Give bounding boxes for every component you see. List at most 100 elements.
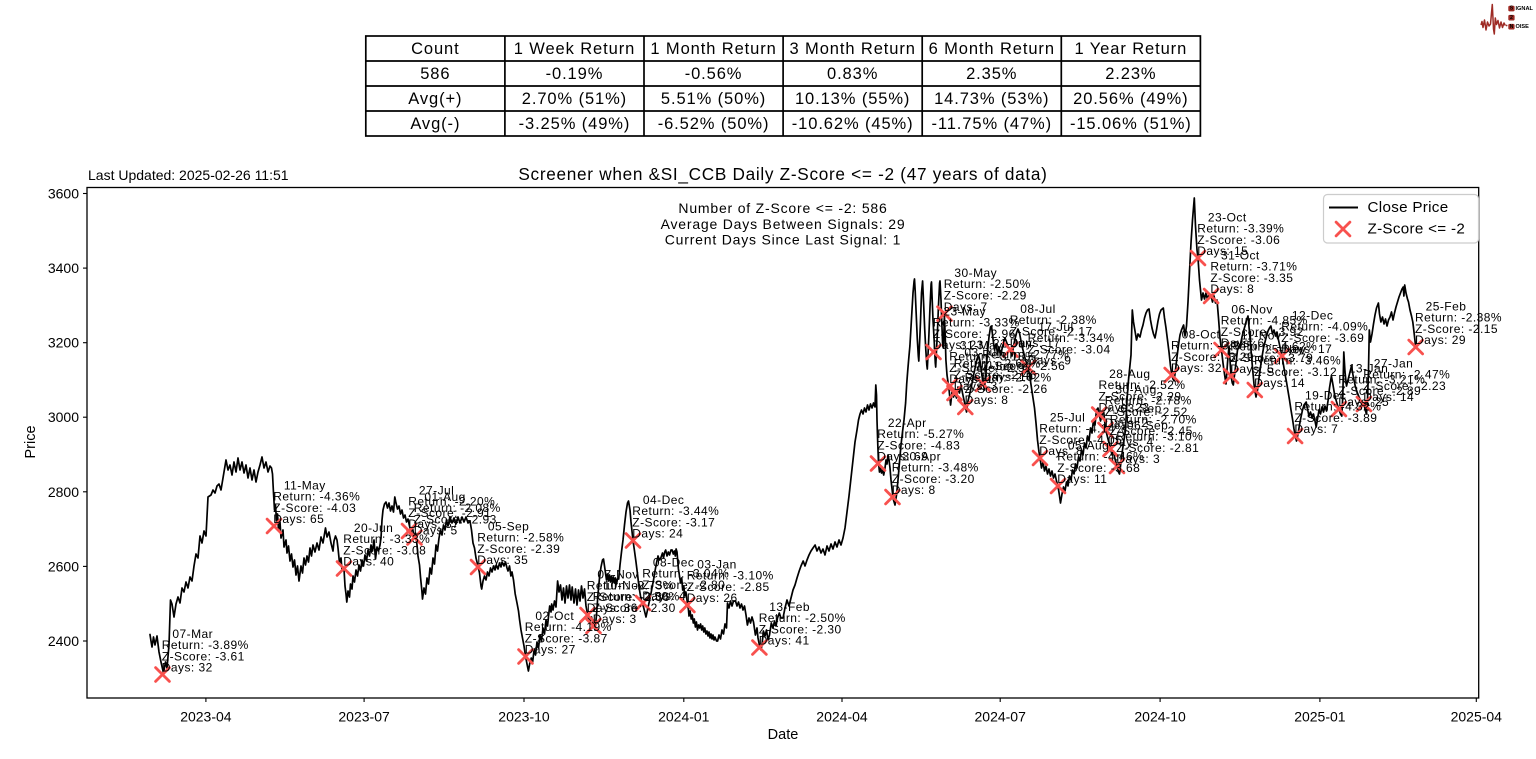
svg-text:Close Price: Close Price (1368, 199, 1449, 216)
svg-text:Return: -2.50%: Return: -2.50% (944, 277, 1031, 291)
svg-text:Return: -2.73%: Return: -2.73% (587, 579, 674, 593)
svg-text:Z-Score: -2.30: Z-Score: -2.30 (593, 601, 676, 615)
svg-text:Z-Score: -2.30: Z-Score: -2.30 (759, 622, 842, 636)
svg-text:Return: -4.19%: Return: -4.19% (525, 620, 612, 634)
svg-text:Return: -3.10%: Return: -3.10% (687, 569, 774, 583)
svg-text:Number of Z-Score <= -2: 586: Number of Z-Score <= -2: 586 (678, 200, 887, 216)
svg-text:11-Jun: 11-Jun (975, 359, 1014, 373)
svg-text:Days: 5: Days: 5 (414, 524, 458, 538)
svg-text:Days: 4: Days: 4 (642, 589, 686, 603)
svg-text:-6.52% (50%): -6.52% (50%) (658, 115, 770, 133)
svg-text:Days: 32: Days: 32 (1171, 361, 1222, 375)
svg-text:Days: 29: Days: 29 (1415, 333, 1466, 347)
svg-text:3200: 3200 (48, 335, 79, 351)
svg-text:Last Updated: 2025-02-26 11:51: Last Updated: 2025-02-26 11:51 (88, 167, 289, 183)
svg-text:Return: -2.20%: Return: -2.20% (408, 495, 495, 509)
svg-text:Days: 35: Days: 35 (477, 553, 528, 567)
svg-text:Return: -3.18%: Return: -3.18% (949, 350, 1036, 364)
svg-text:Days: 32: Days: 32 (162, 661, 213, 675)
svg-text:2400: 2400 (48, 633, 79, 649)
svg-text:-11.75% (47%): -11.75% (47%) (931, 115, 1052, 133)
svg-text:Return: -2.50%: Return: -2.50% (759, 611, 846, 625)
svg-text:Return: -2.38%: Return: -2.38% (1415, 311, 1502, 325)
svg-text:Return: -3.46%: Return: -3.46% (1254, 354, 1341, 368)
svg-text:Days: 26: Days: 26 (687, 591, 738, 605)
svg-text:Z-Score <= -2: Z-Score <= -2 (1368, 221, 1466, 238)
svg-text:Z-Score: -2.46: Z-Score: -2.46 (954, 368, 1037, 382)
svg-text:Z-Score: -3.79: Z-Score: -3.79 (1230, 351, 1313, 365)
svg-text:22-Apr: 22-Apr (888, 416, 927, 430)
svg-text:Return: -2.42%: Return: -2.42% (965, 371, 1052, 385)
svg-text:6 Month Return: 6 Month Return (929, 40, 1055, 58)
svg-text:Return: -3.10%: Return: -3.10% (1116, 430, 1203, 444)
svg-text:1 Month Return: 1 Month Return (650, 40, 776, 58)
svg-text:Price: Price (23, 425, 39, 458)
svg-text:Avg(+): Avg(+) (408, 90, 462, 108)
svg-text:Return: -2.50%: Return: -2.50% (593, 590, 680, 604)
svg-text:06-Sep: 06-Sep (1127, 418, 1168, 432)
svg-text:Days: 8: Days: 8 (892, 483, 936, 497)
svg-text:Return: -2.77%: Return: -2.77% (982, 348, 1069, 362)
svg-text:06-Nov: 06-Nov (1231, 302, 1272, 316)
svg-text:30-Apr: 30-Apr (902, 449, 941, 463)
svg-text:08-Oct: 08-Oct (1182, 327, 1221, 341)
svg-text:Days: 15: Days: 15 (1197, 244, 1248, 258)
svg-text:Days: 69: Days: 69 (877, 450, 928, 464)
svg-text:Return: -4.36%: Return: -4.36% (273, 490, 360, 504)
svg-text:Days: 25: Days: 25 (1338, 395, 1389, 409)
svg-text:2023-04: 2023-04 (180, 709, 232, 725)
svg-text:Return: -5.27%: Return: -5.27% (877, 427, 964, 441)
svg-text:Z-Score: -2.45: Z-Score: -2.45 (1110, 424, 1193, 438)
svg-text:Return: -4.14%: Return: -4.14% (1039, 422, 1126, 436)
svg-text:Return: -3.34%: Return: -3.34% (1028, 331, 1115, 345)
svg-text:25-Nov: 25-Nov (1265, 342, 1306, 356)
svg-text:Days: 36: Days: 36 (587, 601, 638, 615)
svg-text:Return: -3.21%: Return: -3.21% (1338, 373, 1425, 387)
svg-text:Screener when &SI_CCB Daily Z-: Screener when &SI_CCB Daily Z-Score <= -… (518, 164, 1047, 184)
svg-text:Z-Score: -2.81: Z-Score: -2.81 (1116, 441, 1199, 455)
svg-text:Days: 14: Days: 14 (1254, 376, 1305, 390)
svg-text:Days: 3: Days: 3 (954, 379, 998, 393)
svg-text:27-Jul: 27-Jul (419, 483, 454, 497)
svg-text:Days: 27: Days: 27 (525, 643, 576, 657)
svg-text:Z-Score: -2.56: Z-Score: -2.56 (982, 359, 1065, 373)
svg-text:Return: -4.46%: Return: -4.46% (1057, 450, 1144, 464)
svg-text:Days: 9: Days: 9 (1028, 354, 1072, 368)
svg-text:14.73% (53%): 14.73% (53%) (934, 90, 1049, 108)
svg-text:Z-Score: -3.61: Z-Score: -3.61 (162, 649, 245, 663)
svg-text:Z-Score: -3.06: Z-Score: -3.06 (1197, 233, 1280, 247)
svg-text:2025-04: 2025-04 (1451, 709, 1503, 725)
svg-text:07-Mar: 07-Mar (172, 627, 213, 641)
svg-text:1 Year Return: 1 Year Return (1075, 40, 1188, 58)
svg-text:Days: 8: Days: 8 (965, 393, 1009, 407)
svg-text:Days: 40: Days: 40 (343, 555, 394, 569)
svg-text:Z-Score: -3.68: Z-Score: -3.68 (1057, 461, 1140, 475)
svg-text:Return: -2.70%: Return: -2.70% (1110, 413, 1197, 427)
svg-text:05-Aug: 05-Aug (1068, 438, 1109, 452)
svg-text:2800: 2800 (48, 484, 79, 500)
svg-text:25-Jul: 25-Jul (1050, 410, 1085, 424)
svg-text:Z-Score: -2.96: Z-Score: -2.96 (933, 327, 1016, 341)
svg-text:08-Dec: 08-Dec (653, 555, 694, 569)
svg-text:Z-Score: -2.91: Z-Score: -2.91 (408, 506, 491, 520)
svg-text:03-Sep: 03-Sep (1120, 401, 1161, 415)
svg-text:Days: 14: Days: 14 (1363, 390, 1414, 404)
svg-text:Z-Score: -3.12: Z-Score: -3.12 (1254, 365, 1337, 379)
svg-text:Return: -2.62%: Return: -2.62% (954, 357, 1041, 371)
svg-text:2024-07: 2024-07 (975, 709, 1027, 725)
svg-text:Days: 7: Days: 7 (944, 300, 988, 314)
svg-text:Z-Score: -3.87: Z-Score: -3.87 (525, 631, 608, 645)
svg-text:17-Jul: 17-Jul (1038, 320, 1073, 334)
svg-text:03-Jan: 03-Jan (697, 557, 736, 571)
svg-text:Days: 37: Days: 37 (408, 517, 459, 531)
svg-text:Date: Date (768, 727, 799, 743)
svg-text:1 Week Return: 1 Week Return (514, 40, 635, 58)
svg-text:2600: 2600 (48, 558, 79, 574)
svg-text:Days: 10: Days: 10 (982, 370, 1033, 384)
svg-text:31-May: 31-May (960, 338, 1003, 352)
svg-text:Days: 5: Days: 5 (1230, 362, 1274, 376)
svg-text:Days: 23: Days: 23 (1099, 401, 1150, 415)
svg-text:Return: -3.33%: Return: -3.33% (933, 316, 1020, 330)
svg-text:Z-Score: -2.29: Z-Score: -2.29 (944, 289, 1027, 303)
svg-text:Days: 65: Days: 65 (273, 512, 324, 526)
